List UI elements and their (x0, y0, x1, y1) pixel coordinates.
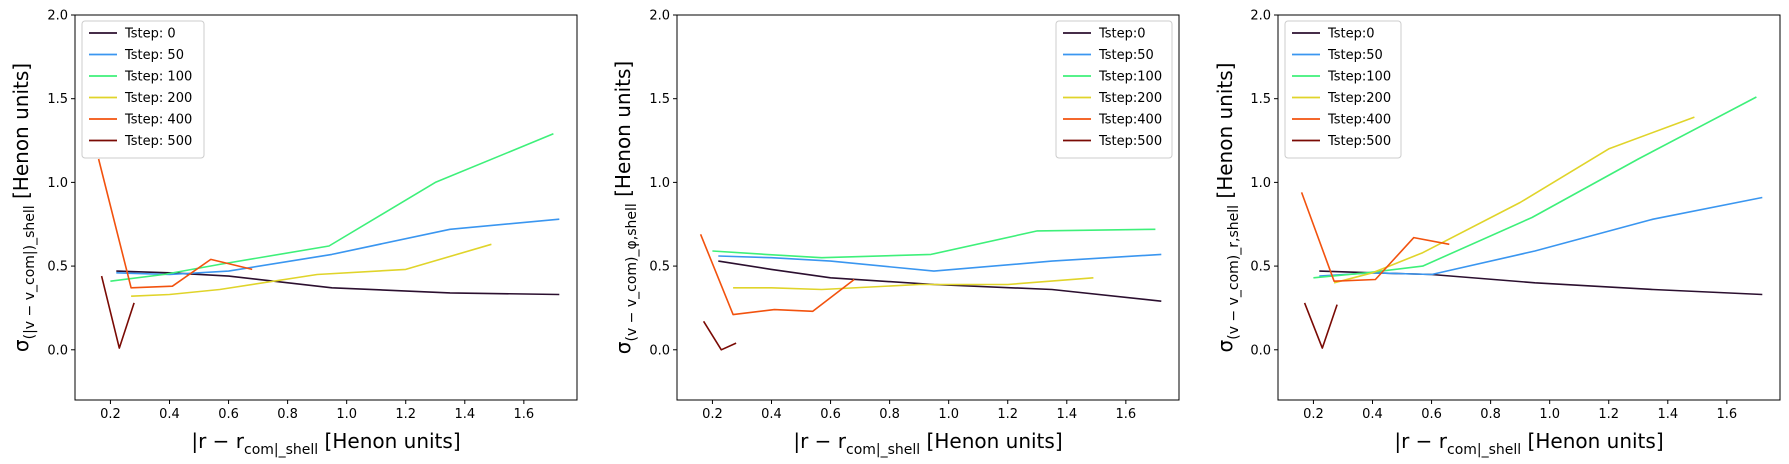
x-tick-label: 0.8 (277, 407, 298, 422)
y-tick-label: 0.0 (1250, 343, 1271, 358)
y-tick-label: 1.5 (649, 92, 670, 107)
series-line-3 (712, 228, 1156, 259)
series-line-2 (116, 218, 560, 276)
series-line-3 (1313, 96, 1757, 279)
series-line-5 (97, 158, 253, 289)
legend-entry: Tstep:0 (1327, 27, 1375, 42)
y-tick-label: 0.5 (47, 260, 68, 275)
legend: Tstep:0 Tstep:50 Tstep:100 Tstep:200 Tstep:4… (1055, 20, 1173, 159)
legend-entry: Tstep:500 (1098, 134, 1162, 149)
legend-entry: Tstep:100 (1327, 70, 1391, 85)
x-tick-label: 1.6 (514, 407, 535, 422)
legend-entry: Tstep: 200 (124, 91, 192, 106)
plot-frame (74, 14, 578, 401)
y-axis-label: σ(|v − v_com|)_shell [Henon units] (9, 63, 38, 352)
x-tick-label: 0.2 (702, 407, 723, 422)
legend: Tstep:0 Tstep:50 Tstep:100 Tstep:200 Tstep:4… (1284, 20, 1402, 159)
legend: Tstep: 0 Tstep: 50 Tstep: 100 Tstep: 200 Tst… (81, 20, 205, 159)
series-line-6 (1303, 302, 1338, 349)
x-tick-label: 1.4 (454, 407, 475, 422)
y-tick-label: 2.0 (47, 9, 68, 24)
x-tick-label: 1.2 (1598, 407, 1619, 422)
series-line-1 (116, 270, 560, 296)
series-line-6 (100, 275, 135, 349)
x-tick-label: 1.0 (938, 407, 959, 422)
x-tick-label: 1.2 (997, 407, 1018, 422)
x-tick-label: 0.6 (218, 407, 239, 422)
legend-entry: Tstep: 400 (124, 113, 192, 128)
series-line-5 (699, 233, 855, 316)
series-line-4 (733, 277, 1094, 291)
chart-panel-1: 0.2 0.4 0.6 0.8 1.0 1.2 1.4 1.6 0.0 0.5 1.0 1.5 2.0 |… (9, 9, 578, 458)
legend-entry: Tstep:400 (1327, 113, 1391, 128)
x-tick-label: 1.4 (1657, 407, 1678, 422)
y-tick-label: 0.5 (649, 260, 670, 275)
legend-entry: Tstep:200 (1098, 91, 1162, 106)
legend-entry: Tstep: 500 (124, 134, 192, 149)
y-tick-label: 1.5 (47, 92, 68, 107)
legend-entry: Tstep: 50 (124, 48, 184, 63)
x-tick-label: 1.0 (1539, 407, 1560, 422)
x-tick-label: 0.2 (1303, 407, 1324, 422)
series-line-1 (1319, 270, 1763, 296)
x-axis-label: |r − rcom|_shell [Henon units] (191, 429, 460, 458)
y-tick-label: 1.5 (1250, 92, 1271, 107)
y-tick-label: 1.0 (47, 176, 68, 191)
legend-entry: Tstep:50 (1327, 48, 1383, 63)
x-tick-label: 0.4 (1362, 407, 1383, 422)
legend-entry: Tstep:50 (1098, 48, 1154, 63)
y-tick-label: 0.0 (649, 343, 670, 358)
x-tick-label: 0.4 (159, 407, 180, 422)
legend-entry: Tstep: 0 (124, 27, 176, 42)
legend-entry: Tstep:0 (1098, 27, 1146, 42)
x-axis-label: |r − rcom|_shell [Henon units] (793, 429, 1062, 458)
y-tick-label: 0.0 (47, 343, 68, 358)
x-tick-label: 0.8 (879, 407, 900, 422)
series-line-2 (718, 253, 1162, 272)
plot-frame (1277, 14, 1781, 401)
series-line-1 (718, 260, 1162, 302)
x-tick-label: 0.6 (820, 407, 841, 422)
y-tick-label: 1.0 (649, 176, 670, 191)
x-tick-label: 0.8 (1480, 407, 1501, 422)
series-line-3 (110, 133, 554, 282)
x-tick-label: 0.4 (761, 407, 782, 422)
x-tick-label: 1.6 (1116, 407, 1137, 422)
series-line-2 (1319, 196, 1763, 277)
series-line-4 (1333, 116, 1695, 284)
y-axis-label: σ(v − v_com)_r,shell [Henon units] (1213, 63, 1242, 353)
chart-panel-3: 0.2 0.4 0.6 0.8 1.0 1.2 1.4 1.6 0.0 0.5 1.0 1.5 2.0 |… (1213, 9, 1781, 458)
x-tick-label: 1.2 (395, 407, 416, 422)
x-tick-label: 1.4 (1056, 407, 1077, 422)
x-tick-label: 0.2 (100, 407, 121, 422)
legend-entry: Tstep:100 (1098, 70, 1162, 85)
legend-entry: Tstep:400 (1098, 113, 1162, 128)
series-line-6 (702, 320, 737, 351)
y-tick-label: 0.5 (1250, 260, 1271, 275)
y-tick-label: 2.0 (1250, 9, 1271, 24)
legend-entry: Tstep: 100 (124, 70, 192, 85)
x-tick-label: 0.6 (1421, 407, 1442, 422)
chart-panel-2: 0.2 0.4 0.6 0.8 1.0 1.2 1.4 1.6 0.0 0.5 1.0 1.5 2.0 |… (611, 9, 1180, 458)
series-line-4 (131, 243, 492, 297)
y-tick-label: 1.0 (1250, 176, 1271, 191)
series-line-5 (1300, 192, 1450, 283)
legend-entry: Tstep:200 (1327, 91, 1391, 106)
x-tick-label: 1.6 (1717, 407, 1738, 422)
x-axis-label: |r − rcom|_shell [Henon units] (1394, 429, 1663, 458)
y-tick-label: 2.0 (649, 9, 670, 24)
y-axis-label: σ(v − v_com)_φ,shell [Henon units] (611, 61, 640, 354)
plot-frame (676, 14, 1180, 401)
legend-entry: Tstep:500 (1327, 134, 1391, 149)
x-tick-label: 1.0 (336, 407, 357, 422)
